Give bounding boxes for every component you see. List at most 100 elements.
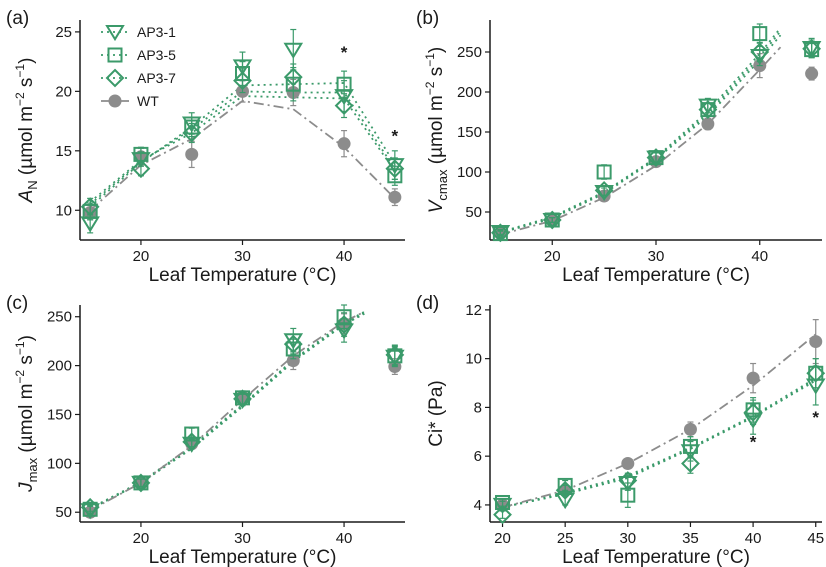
series-wt [493,52,819,241]
data-point-ap3-1 [131,475,151,493]
data-point-ap3-1 [542,213,563,230]
y-tick-label: 4 [474,497,482,514]
panel-b: (b) 20 30 40 50 100 150 200 250 Leaf Temperature … [416,8,822,286]
legend-label: AP3-1 [137,24,176,40]
legend: AP3-1 AP3-5 AP3-7 WT [101,24,176,109]
y-tick-label: 10 [55,202,72,219]
data-point-ap3-1 [698,98,718,115]
data-point-wt [286,354,300,368]
y-tick-label: 100 [457,164,482,181]
y-tick-label: 25 [55,24,72,41]
data-point-wt [701,117,715,131]
data-point-ap3-1 [385,349,405,366]
x-tick-label: 30 [234,248,251,265]
data-point-ap3-1 [131,152,151,169]
data-point-ap3-7 [334,96,354,116]
fit-line-ap3-7 [89,95,396,203]
data-point-ap3-1 [555,493,575,510]
data-point-ap3-5 [596,164,612,180]
fit-line-ap3-5 [502,377,817,509]
significance-mark: * [812,408,819,427]
legend-marker-ap3-7 [105,68,125,88]
data-point-ap3-1 [805,378,826,395]
x-tick-label: 20 [133,530,150,547]
series-ap3-5 [492,23,820,242]
data-point-ap3-1 [283,42,304,59]
data-point-ap3-1 [334,323,354,340]
data-point-ap3-5 [752,26,768,42]
data-point-wt [388,190,402,204]
fit-line-ap3-7 [500,34,782,234]
data-point-ap3-1 [232,59,253,76]
x-axis-title: Leaf Temperature (°C) [562,265,750,286]
legend-marker-ap3-5 [107,47,123,63]
x-axis-title: Leaf Temperature (°C) [149,547,337,567]
y-tick-label: 150 [47,406,72,423]
data-point-ap3-7 [182,123,202,143]
x-tick-label: 40 [336,530,353,547]
series-ap3-5 [82,61,403,221]
data-point-ap3-1 [283,333,304,350]
series-wt [496,319,823,512]
data-point-ap3-1 [181,116,202,133]
series-ap3-7 [80,312,405,517]
panel-label: (a) [6,8,29,29]
x-tick-label: 20 [544,248,561,265]
y-tick-label: 150 [457,124,482,141]
y-tick-label: 50 [55,504,72,521]
data-point-ap3-1 [232,392,253,409]
y-tick-label: 200 [457,84,482,101]
data-point-ap3-1 [385,158,405,175]
x-tick-label: 45 [807,530,824,547]
x-axis-title: Leaf Temperature (°C) [149,265,337,286]
data-point-ap3-1 [334,89,354,106]
fit-line-ap3-7 [502,378,817,509]
panel-c: (c) 20 30 40 50 100 150 200 250 Leaf Temperature … [6,293,405,567]
data-point-wt [337,137,351,151]
x-tick-label: 25 [557,530,574,547]
series-ap3-1 [80,318,405,520]
y-axis-title: Vcmax (µmol m−2 s−1) [423,47,450,214]
x-tick-label: 30 [648,248,665,265]
data-point-ap3-1 [181,436,202,453]
data-point-wt [746,371,760,385]
y-tick-label: 10 [465,351,482,368]
y-tick-label: 200 [47,358,72,375]
x-tick-label: 30 [234,530,251,547]
y-tick-label: 12 [465,302,482,319]
data-point-ap3-1 [80,503,100,520]
x-tick-label: 20 [494,530,511,547]
fit-line-ap3-7 [89,312,365,511]
data-point-wt [805,67,819,81]
panel-a: (a) 20 30 40 10 15 20 25 Leaf Temperature (°C) AN… [6,8,405,286]
data-point-ap3-1 [801,41,822,58]
series-ap3-5 [82,304,403,517]
data-point-ap3-7 [131,159,151,179]
y-axis-title: AN (µmol m−2 s−1) [13,58,40,204]
fit-line-wt [502,333,817,509]
fit-line-wt [89,310,365,512]
fit-line-ap3-1 [89,313,365,510]
legend-marker-ap3-1 [105,25,125,42]
data-point-wt [809,335,823,349]
y-tick-label: 250 [47,309,72,326]
data-point-ap3-5 [285,76,301,92]
data-point-ap3-1 [80,216,100,233]
significance-mark: * [341,43,348,62]
y-tick-label: 20 [55,83,72,100]
data-point-ap3-7 [698,100,718,120]
data-point-ap3-5 [557,477,573,493]
y-tick-label: 8 [474,399,482,416]
series-ap3-7 [80,63,405,217]
data-point-ap3-1 [743,412,763,429]
data-point-wt [185,147,199,161]
x-tick-label: 40 [751,248,768,265]
data-point-wt [683,422,697,436]
data-point-ap3-1 [490,225,511,242]
y-axis-title: Ci* (Pa) [426,380,447,447]
legend-marker-wt [108,94,122,108]
fit-line-wt [500,46,782,236]
series-ap3-1 [490,37,822,242]
x-axis-title: Leaf Temperature (°C) [562,547,750,567]
fit-line-ap3-1 [502,379,817,509]
